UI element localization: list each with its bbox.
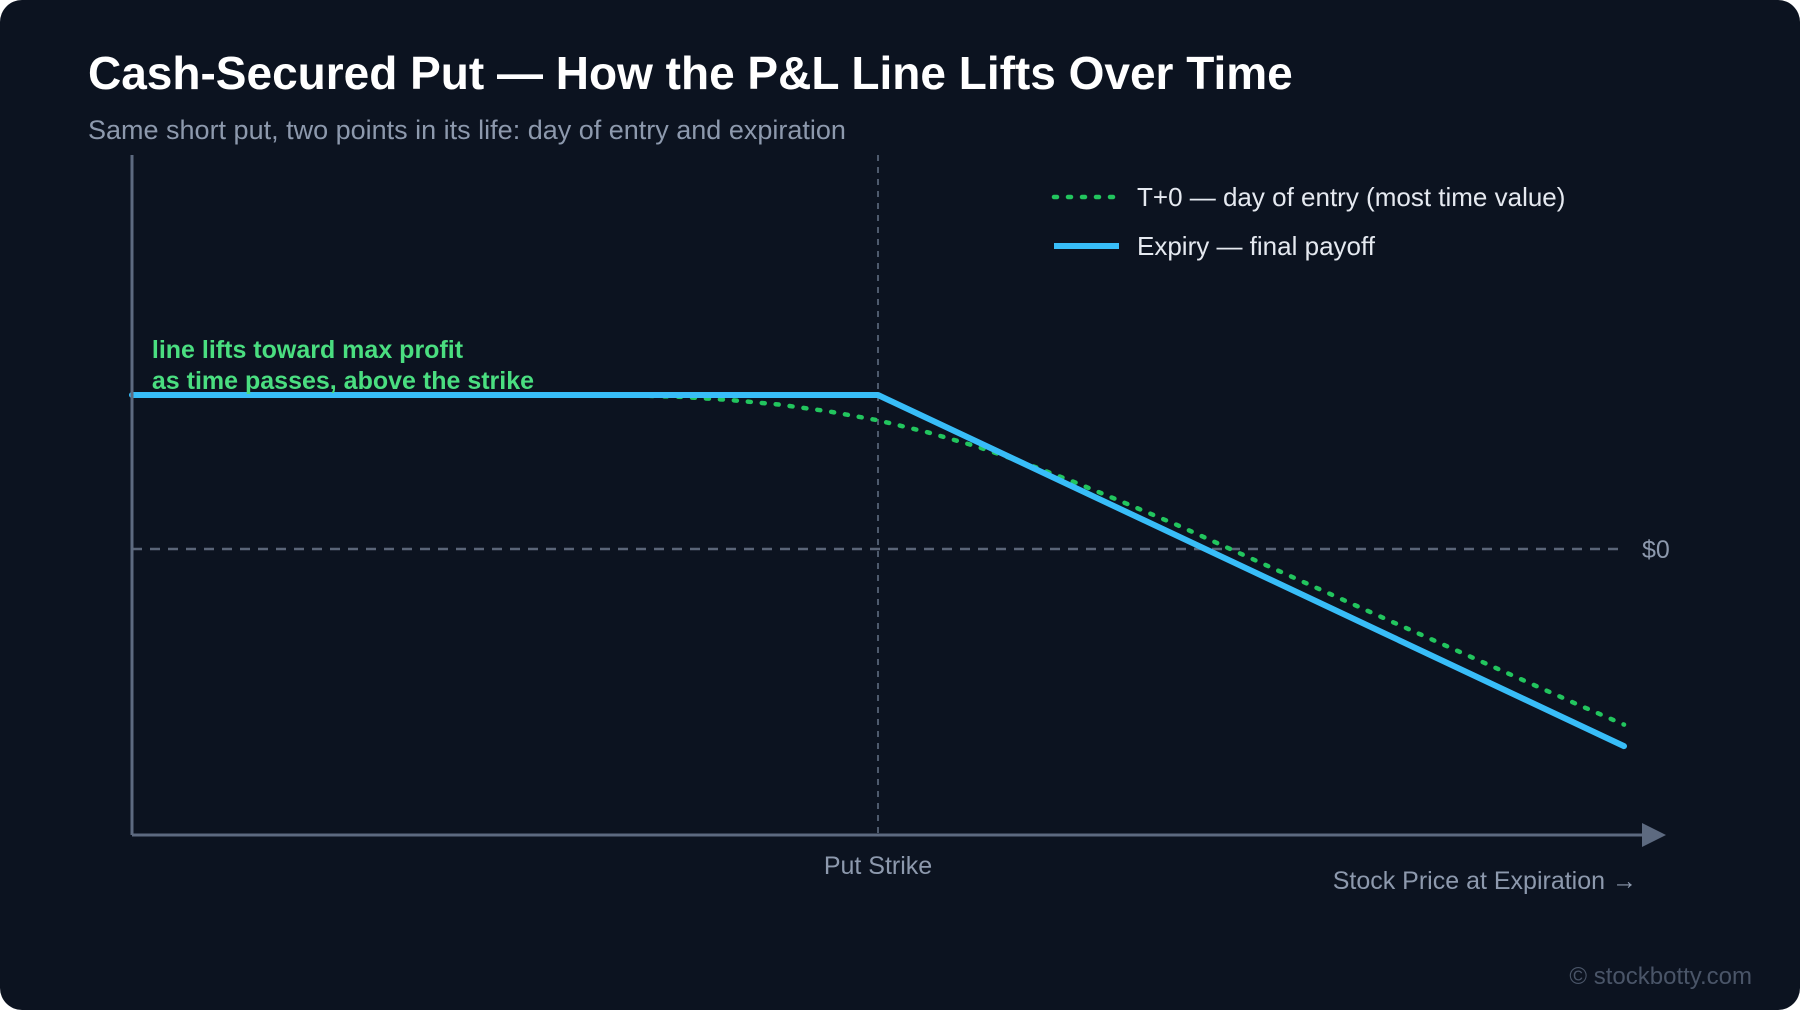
series-line-expiry xyxy=(129,392,1627,750)
labels-layer: $0 Put Strike Stock Price at Expiration → l… xyxy=(152,336,1752,990)
zero-label: $0 xyxy=(1642,536,1670,564)
guides-layer xyxy=(132,155,1624,835)
annotation-line-2: as time passes, above the strike xyxy=(152,367,534,395)
series-line-t0 xyxy=(129,392,1627,727)
watermark: © stockbotty.com xyxy=(1569,963,1752,990)
legend-label-expiry: Expiry — final payoff xyxy=(1137,231,1376,261)
legend-label-t0: T+0 — day of entry (most time value) xyxy=(1137,182,1565,212)
annotation-line-1: line lifts toward max profit xyxy=(152,336,464,364)
chart-subtitle: Same short put, two points in its life: … xyxy=(88,115,846,145)
x-axis-label: Stock Price at Expiration → xyxy=(1333,867,1637,895)
chart-title: Cash-Secured Put — How the P&L Line Lift… xyxy=(88,47,1293,99)
series-layer xyxy=(129,392,1627,750)
strike-label: Put Strike xyxy=(824,852,932,880)
chart-legend: T+0 — day of entry (most time value) Expi… xyxy=(1051,182,1565,261)
axes-layer xyxy=(130,155,1666,847)
